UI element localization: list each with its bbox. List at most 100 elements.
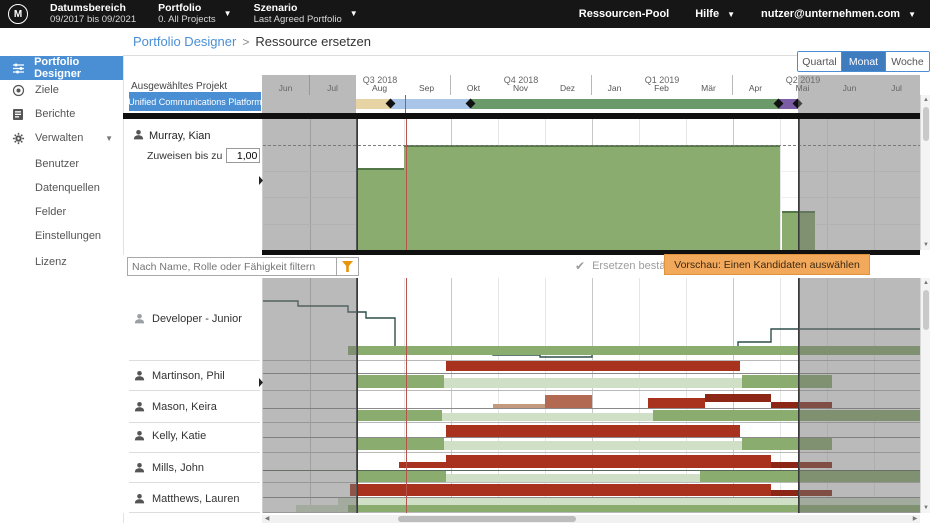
brand-logo[interactable]: M	[8, 4, 28, 24]
breadcrumb: Portfolio Designer > Ressource ersetzen	[133, 34, 371, 49]
sidebar-item-label: Portfolio Designer	[34, 56, 82, 80]
list-item-candidate[interactable]: Kelly, Katie	[123, 428, 262, 443]
horizontal-scrollbar[interactable]: ◀ ▶	[262, 515, 920, 523]
report-icon	[12, 108, 26, 121]
chart-bar-med	[357, 471, 446, 482]
sidebar-item-einstellungen[interactable]: Einstellungen	[0, 224, 158, 248]
header-menu-szenario[interactable]: Szenario Last Agreed Portfolio ▼	[254, 2, 358, 25]
person-icon	[134, 430, 145, 441]
search-input[interactable]	[128, 258, 336, 275]
list-separator	[129, 422, 260, 423]
chart-bar-red	[648, 398, 705, 408]
month-label: Mär	[701, 83, 716, 93]
role-icon	[134, 313, 145, 324]
month-gridline	[404, 278, 405, 513]
header-link-hilfe[interactable]: Hilfe ▼	[695, 8, 735, 20]
today-line	[406, 119, 407, 250]
project-gantt-row	[262, 95, 920, 113]
header-link-ressourcen-pool[interactable]: Ressourcen-Pool	[578, 8, 670, 20]
sidebar-item-berichte[interactable]: Berichte	[0, 102, 123, 126]
list-item-candidate[interactable]: Martinson, Phil	[123, 368, 262, 383]
candidate-search	[127, 257, 359, 276]
allocation-area	[404, 145, 780, 250]
sidebar-item-label: Berichte	[35, 108, 76, 120]
list-separator	[129, 390, 260, 391]
sidebar-item-portfolio-designer[interactable]: Portfolio Designer	[0, 56, 123, 80]
list-item-candidate[interactable]: Matthews, Lauren	[123, 491, 262, 506]
fte-input[interactable]	[226, 148, 261, 163]
sidebar-item-verwalten[interactable]: Verwalten ▼	[0, 126, 123, 150]
row-separator	[263, 482, 921, 483]
chart-bar-med	[653, 410, 921, 421]
allocation-area	[357, 168, 404, 250]
sidebar-item-felder[interactable]: Felder	[0, 200, 158, 224]
toggle-option-woche[interactable]: Woche	[885, 52, 929, 71]
month-label: Jan	[607, 83, 622, 93]
list-item-role[interactable]: Developer - Junior	[123, 311, 262, 326]
person-icon	[134, 462, 145, 473]
month-label: Sep	[418, 83, 435, 93]
sidebar-item-benutzer[interactable]: Benutzer	[0, 152, 158, 176]
scroll-down-icon[interactable]: ▼	[923, 242, 929, 248]
scroll-up-icon[interactable]: ▲	[923, 280, 929, 286]
project-start-line	[356, 278, 358, 513]
selected-project-chip[interactable]: Unified Communications Platform	[129, 92, 261, 111]
list-separator	[129, 360, 260, 361]
sidebar-item-datenquellen[interactable]: Datenquellen	[0, 176, 158, 200]
toggle-option-monat[interactable]: Monat	[841, 52, 885, 71]
scrollbar-thumb[interactable]	[398, 516, 576, 522]
assign-label: Zuweisen bis zu	[147, 149, 223, 162]
sidebar-item-lizenz[interactable]: Lizenz	[0, 250, 158, 274]
chart-bar-base	[263, 437, 921, 438]
vertical-scrollbar-top[interactable]: ▲ ▼	[920, 95, 930, 250]
list-item-candidate[interactable]: Mills, John	[123, 460, 262, 475]
scrollbar-thumb[interactable]	[922, 290, 929, 330]
today-line	[405, 95, 406, 113]
header-menu-datumsbereich[interactable]: Datumsbereich 09/2017 bis 09/2021	[50, 2, 137, 25]
scroll-left-icon[interactable]: ◀	[264, 516, 270, 522]
chart-bar-med	[348, 505, 921, 513]
scroll-up-icon[interactable]: ▲	[923, 97, 929, 103]
chart-bar-red	[350, 484, 771, 496]
sidebar-item-label: Lizenz	[35, 256, 67, 268]
candidate-name: Matthews, Lauren	[152, 492, 240, 505]
chart-bar-med	[357, 375, 444, 388]
chevron-down-icon: ▼	[105, 133, 113, 143]
quarter-tick	[732, 75, 733, 95]
vertical-scrollbar-bottom[interactable]: ▲ ▼	[920, 278, 930, 513]
gear-icon	[12, 132, 26, 145]
scrollbar-thumb[interactable]	[922, 107, 929, 141]
project-bar-segment	[779, 99, 798, 109]
chart-bar-med	[348, 346, 921, 355]
filter-button[interactable]	[336, 258, 358, 275]
target-icon	[12, 84, 26, 97]
scroll-down-icon[interactable]: ▼	[923, 505, 929, 511]
resize-handle-top[interactable]	[259, 176, 263, 185]
sidebar-item-ziele[interactable]: Ziele	[0, 78, 123, 102]
header-menu-portfolio[interactable]: Portfolio 0. All Projects ▼	[158, 2, 231, 25]
menu-text: Datumsbereich 09/2017 bis 09/2021	[50, 2, 137, 25]
selected-resource: Murray, Kian	[133, 129, 211, 143]
month-gridline	[498, 278, 499, 513]
quarter-tick	[450, 75, 451, 95]
breadcrumb-parent-link[interactable]: Portfolio Designer	[133, 34, 237, 49]
candidate-name: Martinson, Phil	[152, 369, 225, 382]
project-start-line	[356, 119, 358, 250]
page-title: Ressource ersetzen	[255, 34, 371, 49]
selected-resource-name: Murray, Kian	[149, 130, 211, 142]
chart-bar-light	[338, 498, 921, 505]
person-icon	[134, 370, 145, 381]
month-gridline	[639, 278, 640, 513]
resize-handle-bottom[interactable]	[259, 378, 263, 387]
list-item-candidate[interactable]: Mason, Keira	[123, 399, 262, 414]
month-gridline	[592, 278, 593, 513]
past-overlay	[262, 75, 356, 95]
header-link-nutzer-unternehmen-com[interactable]: nutzer@unternehmen.com ▼	[761, 8, 916, 20]
selected-project-label: Ausgewähltes Projekt	[131, 81, 228, 92]
future-overlay	[798, 75, 920, 95]
toggle-option-quartal[interactable]: Quartal	[798, 52, 841, 71]
sidebar-item-label: Datenquellen	[35, 182, 100, 194]
chart-bar-base	[263, 497, 921, 498]
future-overlay	[799, 278, 921, 513]
scroll-right-icon[interactable]: ▶	[912, 516, 918, 522]
